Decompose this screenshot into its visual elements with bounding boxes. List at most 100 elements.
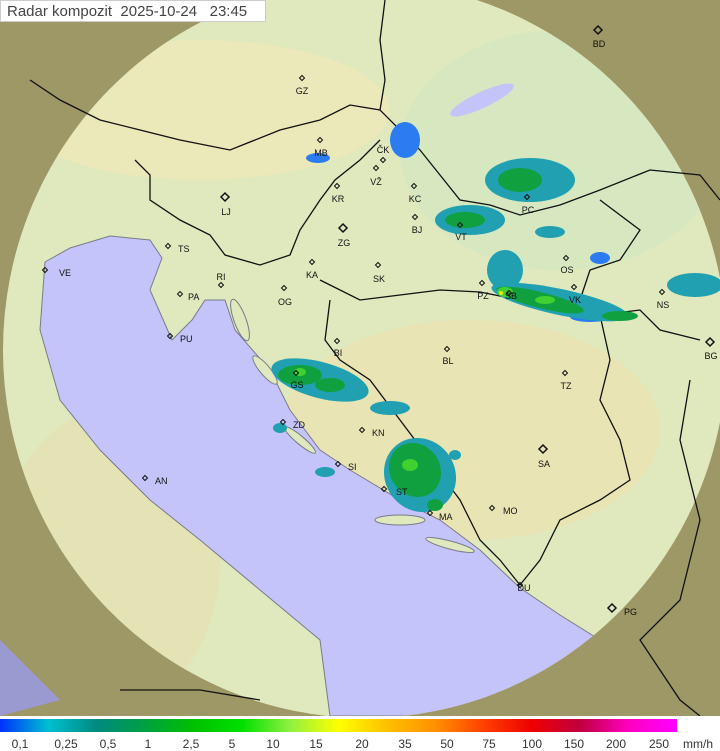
city-label: MB [314,148,328,158]
city-sb: SB [505,289,517,301]
city-label: ST [396,487,408,497]
city-sk: SK [373,261,385,284]
city-label: MA [439,512,453,522]
city-label: BG [704,351,717,361]
city-label: PG [624,607,637,617]
map-title: Radar kompozit 2025-10-24 23:45 [0,0,266,22]
city-label: VŽ [370,177,382,187]
city-kr: KR [332,182,345,204]
city-label: BI [334,348,343,358]
legend-label: 1 [144,737,152,751]
city-bi: BI [334,337,343,358]
city-marker-icon [592,24,604,36]
city-marker-icon [374,261,382,269]
city-label: SI [348,462,357,472]
city-marker-icon [562,254,570,262]
city-label: ČK [377,145,390,155]
legend-label: 75 [482,737,496,751]
legend-unit: mm/h [683,737,713,751]
city-pg: PG [606,602,637,617]
city-pu: PU [166,332,193,344]
sea-outside [0,640,60,716]
city-marker-icon [298,74,306,82]
city-pa: PA [176,290,199,302]
city-marker-icon [164,242,172,250]
city-label: OG [278,297,292,307]
city-marker-icon [358,426,366,434]
city-label: KA [306,270,318,280]
city-marker-icon [141,474,149,482]
city-marker-icon [41,266,49,274]
city-tz: TZ [561,369,572,391]
city-markers: GZ BD MB ČK VŽ KR KC LJ BJ ZG VT PC TS VE KA SK OS RI PA OG… [41,24,718,617]
city-marker-icon [561,369,569,377]
city-st: ST [380,485,408,497]
city-label: VT [455,232,467,242]
city-label: MO [503,506,518,516]
city-marker-icon [516,581,524,589]
city-marker-icon [537,443,549,455]
city-gs: GS [290,369,304,390]
city-bg: BG [704,336,718,361]
city-label: BD [593,39,606,49]
city-marker-icon [333,182,341,190]
city-label: OS [560,265,573,275]
city-marker-icon [372,164,380,172]
city-marker-icon [279,418,287,426]
city-marker-icon [488,504,496,512]
city-label: KC [409,194,422,204]
city-marker-icon [334,460,342,468]
lake-balaton [450,83,514,117]
city-marker-icon [379,156,387,164]
city-bj: BJ [412,213,423,235]
city-marker-icon [606,602,618,614]
city-label: KR [332,194,345,204]
legend-label: 200 [605,737,627,751]
city-vk: VK [569,283,581,305]
legend-label: 20 [355,737,369,751]
city-label: TS [178,244,190,254]
city-label: KN [372,428,385,438]
city-label: TZ [561,381,572,391]
city-marker-icon [280,284,288,292]
city-marker-icon [166,332,174,340]
city-du: DU [516,581,531,593]
legend-label: 0,25 [54,737,78,751]
city-marker-icon [380,485,388,493]
city-label: SB [505,291,517,301]
city-marker-icon [316,136,324,144]
legend-label: 100 [521,737,543,751]
city-marker-icon [308,258,316,266]
city-label: SA [538,459,550,469]
city-label: PZ [477,291,489,301]
city-marker-icon [704,336,716,348]
radar-map: GZ BD MB ČK VŽ KR KC LJ BJ ZG VT PC TS VE KA SK OS RI PA OG… [0,0,720,716]
city-os: OS [560,254,574,275]
legend-label: 2,5 [182,737,200,751]
legend-label: 250 [648,737,670,751]
legend-label: 0,1 [11,737,29,751]
city-gz: GZ [296,74,309,96]
city-label: BJ [412,225,423,235]
city-čk: ČK [377,145,390,164]
city-sa: SA [537,443,550,469]
city-label: SK [373,274,385,284]
city-label: GS [290,380,303,390]
city-marker-icon [505,289,513,297]
city-mb: MB [314,136,328,158]
legend-label: 50 [440,737,454,751]
city-label: DU [518,583,531,593]
city-label: BL [442,356,453,366]
city-zd: ZD [279,418,305,430]
city-label: VK [569,295,581,305]
city-label: LJ [221,207,231,217]
city-an: AN [141,474,168,486]
city-si: SI [334,460,357,472]
city-pc: PC [522,193,535,215]
city-label: PA [188,292,199,302]
city-label: PC [522,205,535,215]
city-marker-icon [478,279,486,287]
city-label: NS [657,300,670,310]
city-marker-icon [217,281,225,289]
